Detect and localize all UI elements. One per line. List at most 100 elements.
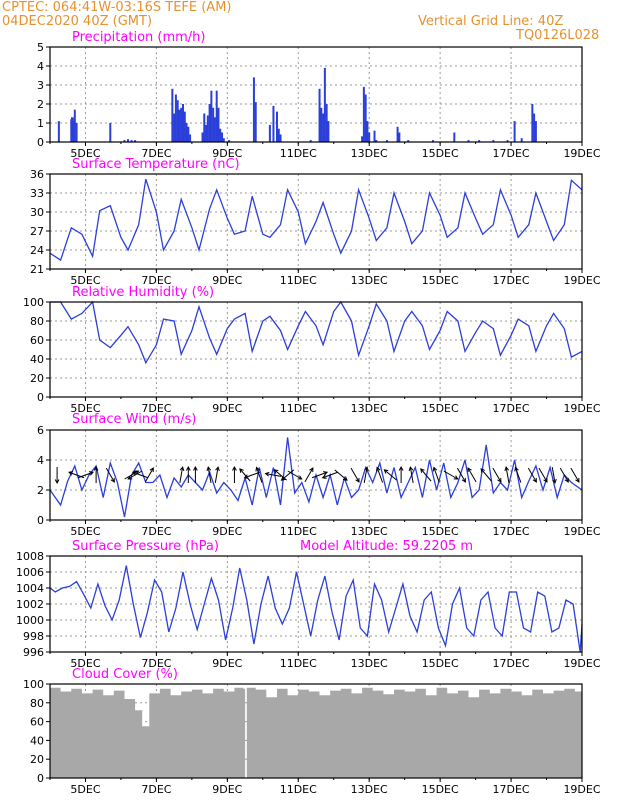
panel-title: Surface Wind (m/s) xyxy=(72,412,196,427)
header-grid-line: Vertical Grid Line: 40Z xyxy=(418,14,564,29)
series-line xyxy=(50,300,583,365)
wind-arrow xyxy=(265,473,282,477)
precip-bar xyxy=(210,90,213,142)
wind-arrow-head xyxy=(398,465,404,471)
x-tick-label: 15DEC xyxy=(422,402,459,415)
wind-arrow-head xyxy=(432,466,438,472)
wind-arrow-head xyxy=(54,479,60,485)
precip-bar xyxy=(212,107,215,142)
x-tick-label: 9DEC xyxy=(212,525,242,538)
cloud-area xyxy=(50,687,582,778)
panel-5: Cloud Cover (%) 0 20 40 60 80 100 5DEC 7DEC 9DEC 1… xyxy=(23,667,601,796)
y-tick-label: 3 xyxy=(37,79,44,92)
wind-arrow xyxy=(144,467,154,483)
wind-arrow-head xyxy=(480,468,486,473)
precip-bar xyxy=(73,109,76,142)
x-tick-label: 5DEC xyxy=(70,657,100,670)
wind-arrow xyxy=(124,470,139,480)
x-tick-label: 11DEC xyxy=(280,783,317,796)
precip-bar xyxy=(373,130,376,142)
wind-arrow xyxy=(363,467,368,483)
y-tick-label: 1004 xyxy=(16,582,44,595)
wind-arrow-head xyxy=(110,477,115,483)
y-tick-label: 1008 xyxy=(16,550,44,563)
wind-arrow-head xyxy=(497,477,502,483)
header-date: 04DEC2020 40Z (GMT) xyxy=(2,14,153,29)
precip-bar xyxy=(364,94,367,142)
wind-arrow-head xyxy=(185,465,191,471)
precip-bar xyxy=(75,123,78,142)
wind-arrow xyxy=(559,467,569,483)
y-tick-label: 996 xyxy=(23,646,44,659)
precip-bar xyxy=(203,113,206,142)
y-tick-label: 6 xyxy=(37,424,44,437)
precip-bar xyxy=(325,104,328,142)
wind-arrow-head xyxy=(461,477,466,483)
precip-bar xyxy=(72,121,75,142)
precip-bar xyxy=(213,117,216,142)
precip-bar xyxy=(187,126,190,142)
precip-bar xyxy=(228,140,231,142)
x-tick-label: 7DEC xyxy=(141,525,171,538)
y-tick-label: 2 xyxy=(37,98,44,111)
panel-frame xyxy=(49,173,583,270)
precip-bar xyxy=(134,140,137,142)
precip-bar xyxy=(215,90,218,142)
x-tick-label: 9DEC xyxy=(212,402,242,415)
panel-frame xyxy=(49,301,583,398)
y-tick-label: 40 xyxy=(30,734,44,747)
precip-bar xyxy=(183,111,186,142)
x-tick-label: 13DEC xyxy=(351,783,388,796)
panel-title: Cloud Cover (%) xyxy=(72,667,178,682)
x-tick-label: 15DEC xyxy=(422,147,459,160)
precip-bar xyxy=(217,107,220,142)
wind-arrow-head xyxy=(342,476,348,481)
precip-bar xyxy=(327,121,330,142)
y-tick-label: 40 xyxy=(30,353,44,366)
wind-arrow-head xyxy=(239,468,244,473)
series-line xyxy=(49,178,583,262)
wind-arrow-head xyxy=(215,466,220,472)
wind-arrow-head xyxy=(323,471,329,476)
panel-frame xyxy=(49,683,583,779)
panel-frame xyxy=(49,46,583,143)
y-tick-label: 998 xyxy=(23,630,44,643)
y-tick-label: 2 xyxy=(37,484,44,497)
y-tick-label: 100 xyxy=(23,296,44,309)
panel-title: Relative Humidity (%) xyxy=(72,285,214,300)
panel-title: Precipitation (mm/h) xyxy=(72,30,205,45)
x-tick-label: 17DEC xyxy=(493,402,530,415)
wind-arrow-head xyxy=(321,474,327,479)
x-tick-label: 7DEC xyxy=(141,402,171,415)
wind-arrow-head xyxy=(243,474,249,479)
wind-arrow-head xyxy=(179,466,185,472)
wind-arrow xyxy=(514,467,522,483)
wind-arrow xyxy=(570,467,580,483)
wind-arrow-head xyxy=(383,469,389,474)
wind-arrow xyxy=(334,469,348,481)
y-tick-label: 21 xyxy=(30,263,44,276)
precip-bar xyxy=(173,113,176,142)
precip-bar xyxy=(222,138,225,142)
wind-arrow xyxy=(132,471,149,479)
x-tick-label: 15DEC xyxy=(422,783,459,796)
x-tick-label: 17DEC xyxy=(493,525,530,538)
precip-bar xyxy=(279,134,282,142)
wind-arrow-head xyxy=(467,467,472,473)
x-tick-label: 9DEC xyxy=(212,657,242,670)
precip-bar xyxy=(467,140,470,142)
x-tick-label: 9DEC xyxy=(212,274,242,287)
x-tick-label: 7DEC xyxy=(141,657,171,670)
wind-arrow-head xyxy=(149,467,154,473)
series-line xyxy=(49,565,583,653)
wind-arrow xyxy=(384,469,397,481)
wind-arrow-head xyxy=(420,468,425,473)
wind-arrow xyxy=(105,467,115,483)
y-tick-label: 20 xyxy=(30,372,44,385)
y-tick-label: 27 xyxy=(30,225,44,238)
precip-bar xyxy=(268,124,271,142)
wind-arrow-head xyxy=(127,475,133,480)
y-tick-label: 0 xyxy=(37,391,44,404)
wind-arrow-head xyxy=(453,475,459,480)
